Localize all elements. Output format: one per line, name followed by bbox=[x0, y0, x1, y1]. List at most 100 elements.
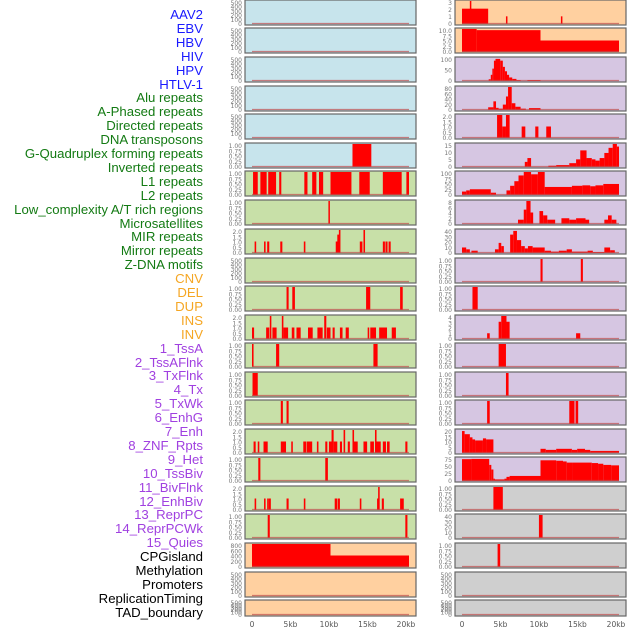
bar bbox=[577, 448, 585, 453]
y-tick-label: 200 bbox=[231, 127, 243, 134]
y-tick-label: 1.00 bbox=[439, 543, 453, 550]
y-tick-label: 200 bbox=[231, 13, 243, 20]
y-tick-label: 1.00 bbox=[229, 143, 243, 150]
track-label: HBV bbox=[175, 34, 203, 50]
bar bbox=[515, 106, 521, 110]
y-tick-label: 0.00 bbox=[439, 564, 453, 571]
y-tick-label: 100 bbox=[441, 171, 453, 178]
y-tick-label: 100 bbox=[231, 17, 243, 24]
bar bbox=[263, 441, 268, 453]
panel-background bbox=[244, 257, 417, 284]
bar bbox=[523, 172, 532, 195]
bar bbox=[363, 230, 366, 253]
track-label: DEL bbox=[177, 285, 203, 300]
bar bbox=[330, 555, 409, 567]
track-label: 10_TssBiv bbox=[142, 465, 203, 481]
bar bbox=[506, 321, 510, 339]
panel-right-1: 10.07.55.02.50.0 bbox=[439, 27, 627, 56]
bar bbox=[268, 498, 271, 510]
bar bbox=[491, 469, 494, 481]
y-tick-label: 0.25 bbox=[439, 559, 453, 566]
y-tick-label: 1 bbox=[448, 331, 452, 338]
bar bbox=[599, 158, 605, 167]
y-tick-label: 0.5 bbox=[232, 331, 242, 338]
bar bbox=[490, 74, 493, 81]
bar bbox=[505, 96, 509, 110]
bar bbox=[306, 441, 313, 453]
panel-background bbox=[454, 542, 627, 569]
y-tick-label: 0.75 bbox=[229, 205, 243, 212]
y-tick-label: 400 bbox=[231, 602, 243, 609]
y-tick-label: 0.0 bbox=[232, 507, 242, 514]
bar bbox=[296, 327, 301, 339]
y-tick-label: 20 bbox=[444, 102, 452, 109]
y-tick-label: 200 bbox=[441, 607, 453, 614]
track-label: 8_ZNF_Rpts bbox=[128, 437, 203, 453]
bar bbox=[272, 327, 277, 339]
track-label: Promoters bbox=[142, 576, 203, 592]
y-tick-label: 200 bbox=[231, 41, 243, 48]
y-tick-label: 0 bbox=[448, 192, 452, 199]
bar bbox=[580, 259, 583, 282]
x-tick-label: 0 bbox=[250, 620, 255, 629]
y-tick-label: 1.0 bbox=[232, 440, 242, 447]
y-tick-label: 0.50 bbox=[439, 411, 453, 418]
bar bbox=[604, 152, 609, 167]
y-tick-label: 200 bbox=[231, 559, 243, 566]
y-tick-label: 0.0 bbox=[232, 250, 242, 257]
y-tick-label: 0.5 bbox=[232, 502, 242, 509]
bar bbox=[472, 439, 476, 453]
y-tick-label: 0.25 bbox=[229, 530, 243, 537]
bar bbox=[487, 333, 490, 339]
y-tick-label: 1.0 bbox=[442, 125, 452, 132]
bar bbox=[580, 150, 587, 167]
track-label: 12_EnhBiv bbox=[139, 493, 203, 509]
panel-background bbox=[454, 371, 627, 398]
y-tick-label: 1 bbox=[448, 14, 452, 21]
x-tick-label: 5kb bbox=[284, 620, 298, 629]
panel-background bbox=[244, 0, 417, 26]
y-tick-label: 0.00 bbox=[229, 192, 243, 199]
panel-background bbox=[244, 27, 417, 54]
bar bbox=[281, 316, 284, 339]
bar bbox=[280, 401, 283, 424]
track-label: 9_Het bbox=[167, 451, 203, 467]
y-tick-label: 0.50 bbox=[229, 211, 243, 218]
bar bbox=[569, 401, 575, 424]
x-tick-label: 20kb bbox=[397, 620, 416, 629]
bar bbox=[476, 30, 541, 52]
y-tick-label: 0 bbox=[448, 336, 452, 343]
track-label: Alu repeats bbox=[136, 90, 203, 106]
y-tick-label: 300 bbox=[231, 580, 243, 587]
y-tick-label: 50 bbox=[444, 464, 452, 471]
y-tick-label: 0.50 bbox=[439, 383, 453, 390]
y-tick-label: 800 bbox=[231, 543, 243, 550]
panel-background bbox=[244, 142, 417, 169]
y-tick-label: 0 bbox=[448, 21, 452, 28]
bar bbox=[566, 462, 573, 481]
bar bbox=[492, 68, 494, 81]
track-label: DUP bbox=[175, 298, 203, 314]
bar bbox=[462, 459, 472, 481]
y-tick-label: 0.00 bbox=[439, 307, 453, 314]
y-tick-label: 0 bbox=[448, 250, 452, 257]
panel-right-9: 1.000.750.500.250.00 bbox=[439, 257, 627, 286]
y-tick-label: 0.00 bbox=[439, 507, 453, 514]
bar bbox=[489, 464, 492, 481]
track-label: ReplicationTiming bbox=[98, 590, 203, 606]
y-tick-label: 5 bbox=[448, 445, 452, 452]
bar bbox=[268, 172, 277, 195]
bar bbox=[258, 458, 261, 481]
bar bbox=[405, 441, 408, 453]
track-label: 7_Enh bbox=[164, 424, 203, 439]
panel-background bbox=[244, 399, 417, 426]
bar bbox=[253, 441, 256, 453]
bar bbox=[558, 250, 567, 253]
bar bbox=[524, 248, 528, 253]
bar bbox=[291, 327, 295, 339]
bar bbox=[490, 192, 497, 195]
panel-left-15: 2.01.51.00.50.0 bbox=[232, 428, 417, 457]
